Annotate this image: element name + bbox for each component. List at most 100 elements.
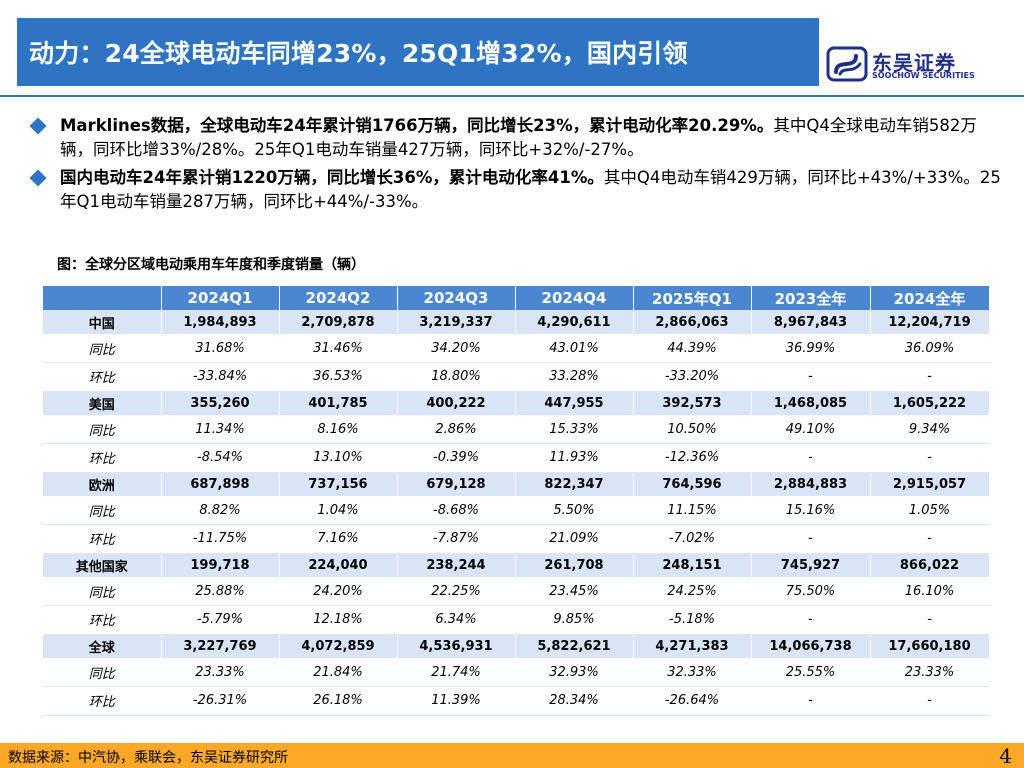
table-row-ratio: 同比 31.68% 31.46% 34.20% 43.01% 44.39% 36.99% 36… <box>43 334 990 363</box>
header-cell: 2024Q4 <box>515 286 634 310</box>
table-cell: 8.82% <box>161 496 280 525</box>
table-row-ratio: 环比 -11.75% 7.16% -7.87% 21.09% -7.02% - - <box>43 524 990 554</box>
table-cell: 400,222 <box>397 391 516 415</box>
table-body: 中国 1,984,893 2,709,878 3,219,337 4,290,611 2,… <box>43 310 990 716</box>
table-cell: 31.68% <box>161 334 280 363</box>
table-cell: - <box>751 443 871 473</box>
row-label-cell: 其他国家 <box>43 553 162 577</box>
footer-bar: 数据来源：中汽协，乘联会，东吴证券研究所 4 <box>0 743 1024 768</box>
table-row-region: 欧洲 687,898 737,156 679,128 822,347 764,596 2,8… <box>43 472 990 496</box>
table-cell: 1.05% <box>870 496 990 525</box>
table-cell: 33.28% <box>515 362 634 392</box>
header-cell: 2024Q2 <box>279 286 398 310</box>
table-cell: 34.20% <box>397 334 516 363</box>
table-cell: -26.64% <box>633 686 752 716</box>
header-cell: 2024全年 <box>870 286 990 310</box>
table-cell: 687,898 <box>161 472 280 496</box>
table-cell: - <box>751 605 871 635</box>
table-cell: 4,072,859 <box>279 634 398 658</box>
table-row-ratio: 同比 25.88% 24.20% 22.25% 23.45% 24.25% 75.50% 16… <box>43 577 990 606</box>
table-cell: -33.20% <box>633 362 752 392</box>
table-cell: -11.75% <box>161 524 280 554</box>
table-cell: -26.31% <box>161 686 280 716</box>
table-cell: 447,955 <box>515 391 634 415</box>
table-cell: 6.34% <box>397 605 516 635</box>
logo-english-name: SOOCHOW SECURITIES <box>872 71 975 80</box>
table-cell: 679,128 <box>397 472 516 496</box>
table-cell: 11.15% <box>633 496 752 525</box>
table-cell: -33.84% <box>161 362 280 392</box>
table-cell: 392,573 <box>633 391 752 415</box>
header-cell: 2023全年 <box>751 286 871 310</box>
table-cell: 18.80% <box>397 362 516 392</box>
row-label-cell: 环比 <box>43 605 162 635</box>
table-caption: 图：全球分区域电动乘用车年度和季度销量（辆） <box>57 257 365 273</box>
header-cell: 2025年Q1 <box>633 286 752 310</box>
table-cell: 401,785 <box>279 391 398 415</box>
table-cell: 25.55% <box>751 658 871 687</box>
row-label-cell: 全球 <box>43 634 162 658</box>
header-divider <box>0 95 1024 97</box>
diamond-bullet-icon <box>29 169 47 187</box>
slide-title: 动力：24全球电动车同增23%，25Q1增32%，国内引领 <box>29 39 688 68</box>
table-cell: 4,536,931 <box>397 634 516 658</box>
table-cell: 11.39% <box>397 686 516 716</box>
table-cell: 23.45% <box>515 577 634 606</box>
bullet-item-global: Marklines数据，全球电动车24年累计销1766万辆，同比增长23%，累计… <box>29 114 1005 162</box>
table-cell: 238,244 <box>397 553 516 577</box>
table-cell: -8.68% <box>397 496 516 525</box>
table-row-region: 美国 355,260 401,785 400,222 447,955 392,573 1,4… <box>43 391 990 415</box>
table-cell: 1,605,222 <box>870 391 990 415</box>
row-label-cell: 同比 <box>43 334 162 363</box>
title-bar: 动力：24全球电动车同增23%，25Q1增32%，国内引领 <box>17 18 819 86</box>
table-cell: 3,227,769 <box>161 634 280 658</box>
table-cell: 1.04% <box>279 496 398 525</box>
table-cell: - <box>870 362 990 392</box>
table-cell: 43.01% <box>515 334 634 363</box>
table-cell: 32.33% <box>633 658 752 687</box>
table-cell: 12,204,719 <box>870 310 990 334</box>
row-label-cell: 环比 <box>43 443 162 473</box>
table-cell: 36.53% <box>279 362 398 392</box>
bullet-bold-text: Marklines数据，全球电动车24年累计销1766万辆，同比增长23%，累计… <box>60 116 774 135</box>
bullet-bold-text: 国内电动车24年累计销1220万辆，同比增长36%，累计电动化率41%。 <box>60 168 604 187</box>
table-cell: 32.93% <box>515 658 634 687</box>
header-cell-corner <box>43 286 162 310</box>
row-label-cell: 欧洲 <box>43 472 162 496</box>
logo-chinese-name: 东吴证券 <box>872 51 956 75</box>
table-row-ratio: 环比 -8.54% 13.10% -0.39% 11.93% -12.36% - - <box>43 443 990 473</box>
table-cell: 15.16% <box>751 496 871 525</box>
table-cell: -0.39% <box>397 443 516 473</box>
table-cell: - <box>751 362 871 392</box>
table-cell: 248,151 <box>633 553 752 577</box>
table-cell: 22.25% <box>397 577 516 606</box>
bullet-list: Marklines数据，全球电动车24年累计销1766万辆，同比增长23%，累计… <box>29 114 1005 218</box>
table-cell: 1,984,893 <box>161 310 280 334</box>
table-cell: 26.18% <box>279 686 398 716</box>
table-cell: - <box>751 686 871 716</box>
table-cell: - <box>751 524 871 554</box>
table-cell: 9.85% <box>515 605 634 635</box>
table-cell: 24.20% <box>279 577 398 606</box>
table-row-region: 其他国家 199,718 224,040 238,244 261,708 248,151 7… <box>43 553 990 577</box>
bullet-normal-text: 其中Q4电动车销429万辆，同环比+43%/+33%。25年Q1电动车销量287… <box>60 168 1001 211</box>
table-cell: -7.87% <box>397 524 516 554</box>
table-cell: 745,927 <box>751 553 871 577</box>
table-cell: 8,967,843 <box>751 310 871 334</box>
table-cell: - <box>870 605 990 635</box>
table-cell: 764,596 <box>633 472 752 496</box>
company-logo: 东吴证券 SOOCHOW SECURITIES <box>826 44 976 84</box>
table-cell: 4,271,383 <box>633 634 752 658</box>
header-cell: 2024Q1 <box>161 286 280 310</box>
row-label-cell: 同比 <box>43 577 162 606</box>
row-label-cell: 环比 <box>43 524 162 554</box>
row-label-cell: 中国 <box>43 310 162 334</box>
table-cell: 2,884,883 <box>751 472 871 496</box>
table-cell: -8.54% <box>161 443 280 473</box>
table-row-ratio: 环比 -26.31% 26.18% 11.39% 28.34% -26.64% - - <box>43 686 990 716</box>
table-cell: 49.10% <box>751 415 871 444</box>
table-cell: 75.50% <box>751 577 871 606</box>
row-label-cell: 同比 <box>43 496 162 525</box>
table-cell: 9.34% <box>870 415 990 444</box>
table-cell: 5.50% <box>515 496 634 525</box>
